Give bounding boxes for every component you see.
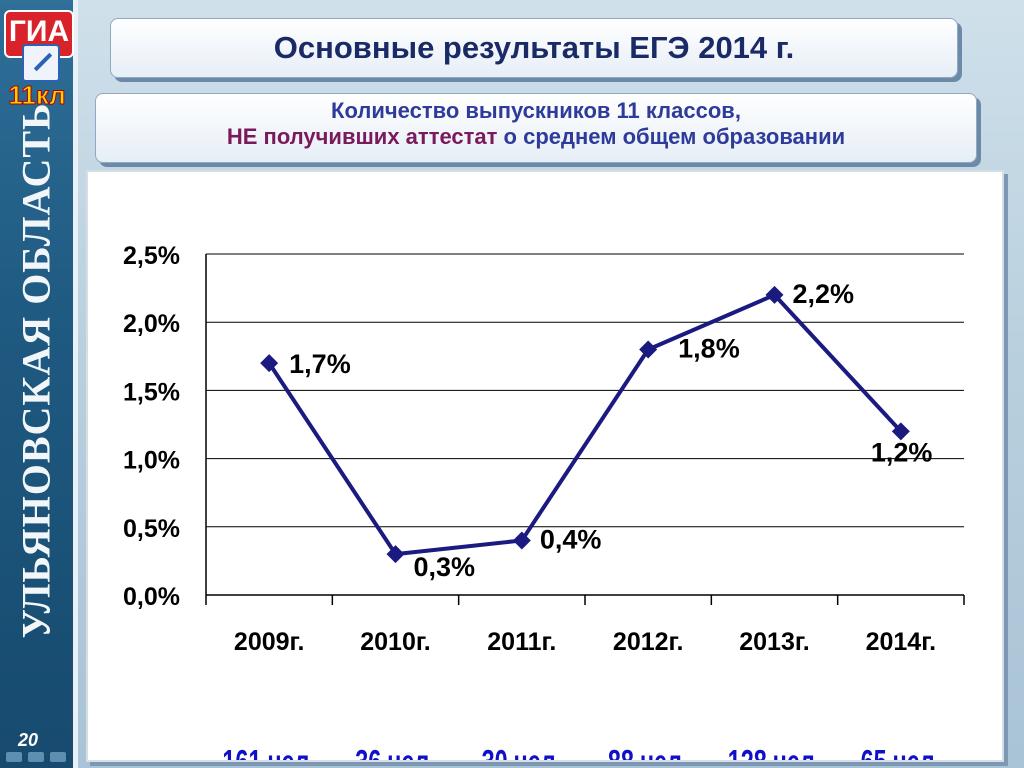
region-title: УЛЬЯНОВСКАЯ ОБЛАСТЬ xyxy=(13,102,59,638)
title-box: Основные результаты ЕГЭ 2014 г. xyxy=(110,18,958,78)
x-tick-label: 2010г. xyxy=(360,628,430,656)
x-tick-label: 2009г. xyxy=(234,628,304,656)
subtitle-rest: о среднем общем образовании xyxy=(497,124,846,149)
chart-panel: 0,0% 0,5% 1,0% 1,5% 2,0% 2,5% 2009г. 161 чел. 20… xyxy=(86,170,1004,762)
page-title: Основные результаты ЕГЭ 2014 г. xyxy=(273,30,795,65)
y-tick-label: 0,0% xyxy=(123,583,180,611)
data-point-marker xyxy=(891,422,910,441)
data-label: 1,8% xyxy=(678,333,740,363)
data-label: 1,7% xyxy=(289,349,351,379)
logo-top-text: ГИА xyxy=(4,10,74,58)
people-count-label: 161 чел. xyxy=(222,743,315,760)
data-label: 0,3% xyxy=(414,552,476,582)
subtitle-emphasis: НЕ получивших аттестат xyxy=(226,124,498,149)
line-chart: 0,0% 0,5% 1,0% 1,5% 2,0% 2,5% 2009г. 161 чел. 20… xyxy=(123,242,965,760)
menu-icon[interactable] xyxy=(50,752,66,762)
data-label: 0,4% xyxy=(540,524,602,554)
people-count-label: 128 чел. xyxy=(728,743,821,760)
people-count-label: 36 чел. xyxy=(355,743,435,760)
y-tick-label: 2,0% xyxy=(123,310,180,338)
region-title-container: УЛЬЯНОВСКАЯ ОБЛАСТЬ xyxy=(4,102,68,638)
sidebar-divider xyxy=(73,0,78,768)
subtitle-line-2: НЕ получивших аттестат о среднем общем о… xyxy=(96,124,976,150)
x-tick-label: 2014г. xyxy=(866,628,936,656)
data-point-marker xyxy=(765,285,784,304)
data-point-marker xyxy=(639,340,658,359)
y-tick-label: 1,0% xyxy=(123,447,180,475)
x-tick-label: 2012г. xyxy=(613,628,683,656)
edit-icon[interactable] xyxy=(28,752,44,762)
data-point-marker xyxy=(260,354,279,373)
x-tick-label: 2013г. xyxy=(739,628,809,656)
y-tick-label: 0,5% xyxy=(123,515,180,543)
data-point-marker xyxy=(386,545,405,564)
people-count-label: 30 чел. xyxy=(482,743,562,760)
people-count-label: 88 чел. xyxy=(608,743,688,760)
data-label: 1,2% xyxy=(871,437,933,467)
prev-arrow-icon[interactable] xyxy=(6,752,22,762)
data-label: 2,2% xyxy=(793,279,855,309)
people-count-label: 65 чел. xyxy=(861,743,941,760)
logo-bottom-text: 11кл xyxy=(8,80,66,111)
data-point-marker xyxy=(512,531,531,550)
x-tick-label: 2011г. xyxy=(487,628,556,656)
subtitle-box: Количество выпускников 11 классов, НЕ по… xyxy=(95,93,977,163)
gia-logo: ГИА 11кл xyxy=(4,8,74,111)
slide-nav[interactable] xyxy=(6,752,76,764)
sidebar-band xyxy=(0,0,73,768)
pencil-icon xyxy=(22,44,60,82)
page-number: 20 xyxy=(18,730,39,750)
subtitle-line-1: Количество выпускников 11 классов, xyxy=(331,98,741,123)
series-line xyxy=(267,292,903,557)
y-tick-label: 2,5% xyxy=(123,242,180,270)
y-tick-label: 1,5% xyxy=(123,378,180,406)
